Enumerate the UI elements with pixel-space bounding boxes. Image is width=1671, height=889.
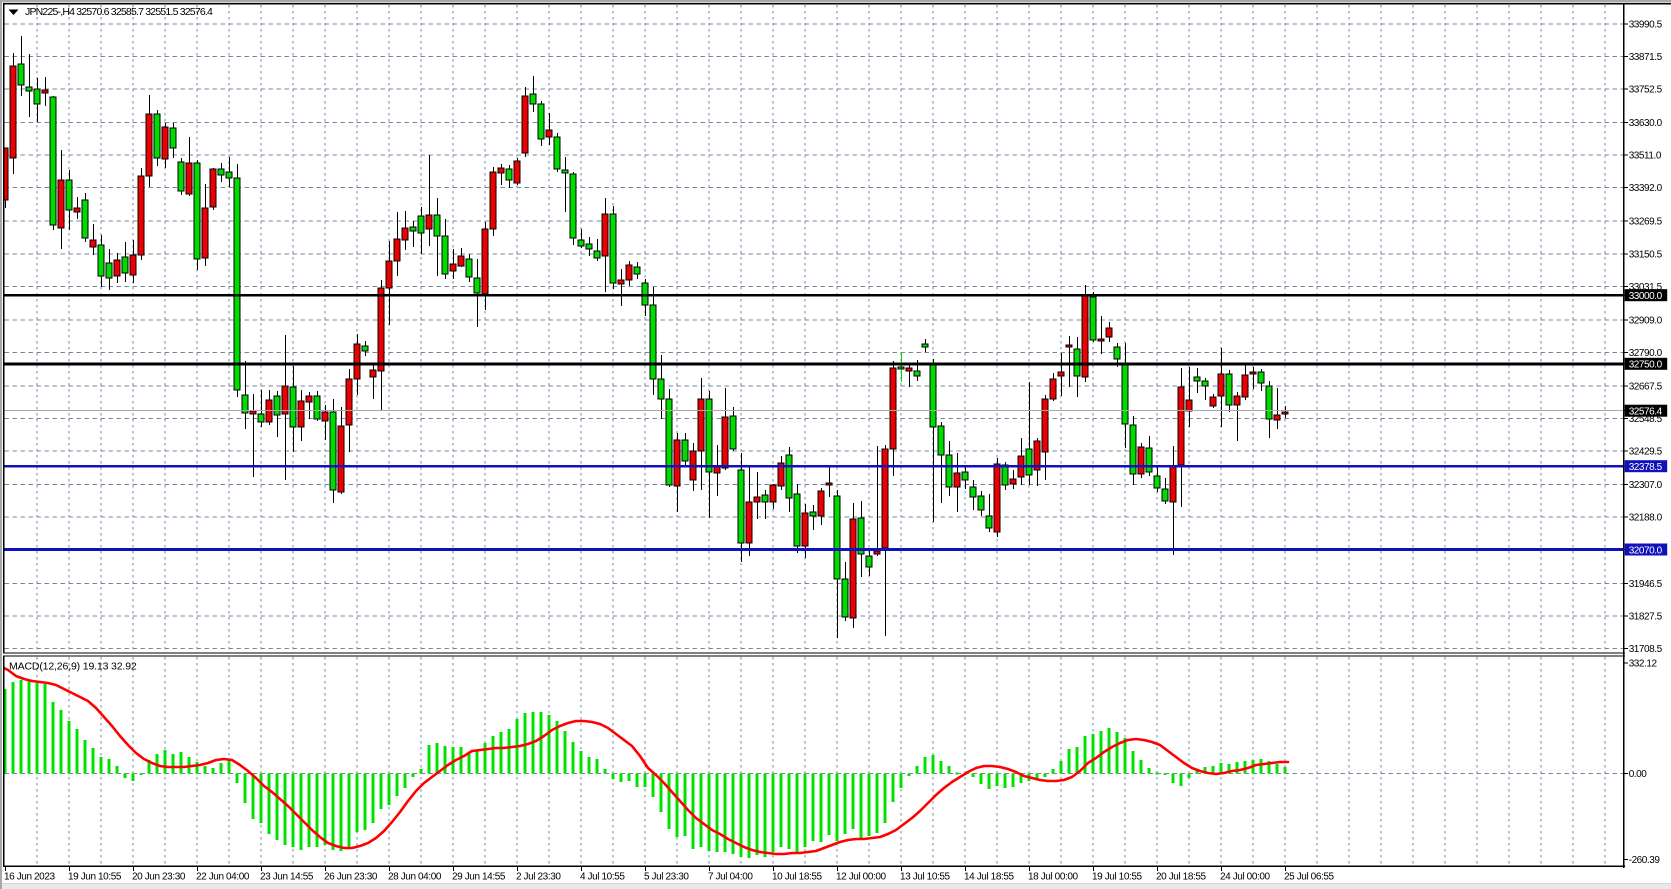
svg-text:20 Jul 18:55: 20 Jul 18:55 [1156, 872, 1207, 883]
svg-text:31708.5: 31708.5 [1629, 644, 1663, 655]
svg-text:33630.0: 33630.0 [1629, 118, 1663, 129]
svg-text:10 Jul 18:55: 10 Jul 18:55 [772, 872, 823, 883]
svg-text:32188.0: 32188.0 [1629, 513, 1663, 524]
svg-text:32790.0: 32790.0 [1629, 348, 1663, 359]
svg-text:32576.4: 32576.4 [1629, 407, 1663, 418]
svg-text:32548.5: 32548.5 [1629, 414, 1663, 425]
svg-text:33150.5: 33150.5 [1629, 250, 1663, 261]
svg-text:32750.0: 32750.0 [1629, 360, 1663, 371]
svg-text:33031.5: 33031.5 [1629, 282, 1663, 293]
svg-text:26 Jun 23:30: 26 Jun 23:30 [324, 872, 378, 883]
svg-text:32909.0: 32909.0 [1629, 316, 1663, 327]
svg-text:31827.5: 31827.5 [1629, 612, 1663, 623]
svg-text:22 Jun 04:00: 22 Jun 04:00 [196, 872, 250, 883]
svg-text:14 Jul 18:55: 14 Jul 18:55 [964, 872, 1015, 883]
svg-text:33752.5: 33752.5 [1629, 85, 1663, 96]
svg-text:-260.39: -260.39 [1629, 855, 1661, 866]
svg-text:33511.0: 33511.0 [1629, 151, 1662, 162]
svg-text:25 Jul 06:55: 25 Jul 06:55 [1284, 872, 1335, 883]
svg-text:332.12: 332.12 [1629, 659, 1658, 670]
svg-text:19 Jun 10:55: 19 Jun 10:55 [68, 872, 122, 883]
svg-text:33392.0: 33392.0 [1629, 183, 1663, 194]
svg-text:33990.5: 33990.5 [1629, 20, 1663, 31]
svg-text:0.00: 0.00 [1629, 769, 1648, 780]
svg-text:5 Jul 23:30: 5 Jul 23:30 [644, 872, 689, 883]
svg-text:31946.5: 31946.5 [1629, 579, 1663, 590]
svg-text:33269.5: 33269.5 [1629, 217, 1663, 228]
svg-text:33871.5: 33871.5 [1629, 52, 1663, 63]
svg-text:13 Jul 10:55: 13 Jul 10:55 [900, 872, 951, 883]
svg-text:24 Jul 00:00: 24 Jul 00:00 [1220, 872, 1271, 883]
svg-text:32307.0: 32307.0 [1629, 480, 1663, 491]
svg-text:32429.5: 32429.5 [1629, 447, 1663, 458]
svg-text:16 Jun 2023: 16 Jun 2023 [4, 872, 55, 883]
svg-text:33000.0: 33000.0 [1629, 291, 1663, 302]
svg-text:32378.5: 32378.5 [1629, 462, 1663, 473]
svg-text:JPN225-,H4 32570.6 32585.7 32: JPN225-,H4 32570.6 32585.7 32551.5 32576… [25, 6, 213, 18]
svg-text:12 Jul 00:00: 12 Jul 00:00 [836, 872, 887, 883]
svg-text:32667.5: 32667.5 [1629, 382, 1663, 393]
svg-text:4 Jul 10:55: 4 Jul 10:55 [580, 872, 625, 883]
svg-text:18 Jul 00:00: 18 Jul 00:00 [1028, 872, 1079, 883]
svg-text:23 Jun 14:55: 23 Jun 14:55 [260, 872, 314, 883]
svg-text:MACD(12,26,9) 19.13 32.92: MACD(12,26,9) 19.13 32.92 [9, 661, 137, 673]
svg-text:32070.0: 32070.0 [1629, 545, 1663, 556]
svg-text:19 Jul 10:55: 19 Jul 10:55 [1092, 872, 1143, 883]
svg-text:29 Jun 14:55: 29 Jun 14:55 [452, 872, 506, 883]
svg-text:7 Jul 04:00: 7 Jul 04:00 [708, 872, 753, 883]
svg-text:20 Jun 23:30: 20 Jun 23:30 [132, 872, 186, 883]
svg-text:2 Jul 23:30: 2 Jul 23:30 [516, 872, 561, 883]
svg-text:28 Jun 04:00: 28 Jun 04:00 [388, 872, 442, 883]
